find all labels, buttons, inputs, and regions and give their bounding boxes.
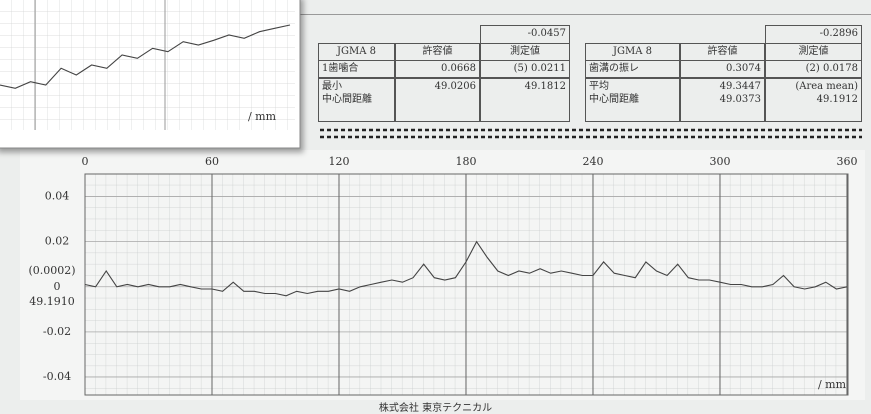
annotation: (0.0002): [28, 264, 75, 277]
inset-grid: [0, 0, 295, 130]
table-cell: 49.3447 49.0373: [680, 78, 765, 122]
cell-text: 49.0206: [434, 81, 476, 92]
table-cell: -0.0457: [480, 25, 570, 44]
x-tick-label: 120: [329, 155, 350, 168]
cell-text: 中心間距離: [322, 94, 372, 105]
cell-text: -0.0457: [527, 28, 566, 39]
table-cell: 0.0668: [395, 60, 480, 78]
cell-text: 49.0373: [719, 94, 761, 105]
cell-text: 1歯噛合: [322, 63, 359, 74]
cell-text: (Area mean): [795, 81, 858, 92]
cell-text: 0.0668: [441, 63, 476, 74]
main-chart: 0.04 0.02 0 -0.02 -0.04 0 60 120 180 240 300 360 (0.…: [28, 155, 858, 395]
table-cell: 平均 中心間距離: [585, 78, 680, 122]
table-cell: 許容値: [395, 43, 480, 61]
x-tick-label: 360: [837, 155, 858, 168]
cell-text: -0.2896: [819, 28, 858, 39]
table-cell: -0.2896: [765, 25, 862, 44]
cell-text: (2) 0.0178: [805, 63, 858, 74]
table-cell: 49.0206: [395, 78, 480, 122]
y-tick-label: -0.02: [43, 325, 71, 338]
annotation: 49.1910: [29, 295, 75, 308]
table-cell: 測定値: [480, 43, 570, 61]
y-tick-label: 0.04: [45, 190, 70, 203]
cell-text: JGMA 8: [337, 46, 376, 57]
table-cell: (Area mean) 49.1912: [765, 78, 862, 122]
cell-text: 49.1812: [524, 81, 566, 92]
cell-text: 49.3447: [719, 81, 761, 92]
cell-text: 許容値: [422, 46, 453, 57]
unit-label: / mm: [818, 378, 847, 391]
y-tick-label: -0.04: [43, 370, 71, 383]
table-cell: JGMA 8: [585, 43, 680, 61]
table-cell: 最小 中心間距離: [318, 78, 395, 122]
cell-text: 測定値: [798, 46, 829, 57]
table-cell: 0.3074: [680, 60, 765, 78]
y-tick-label: 0: [54, 280, 61, 293]
page-rule: [0, 14, 871, 15]
cell-text: 中心間距離: [589, 94, 639, 105]
cell-text: 49.1912: [816, 94, 858, 105]
table-cell: 測定値: [765, 43, 862, 61]
unit-label: / mm: [248, 110, 277, 123]
table-cell: 歯溝の振レ: [585, 60, 680, 78]
x-tick-label: 240: [583, 155, 604, 168]
cell-text: 測定値: [510, 46, 540, 57]
cell-text: JGMA 8: [613, 46, 652, 57]
table-cell: 許容値: [680, 43, 765, 61]
footer: 株式会社 東京テクニカル: [378, 403, 493, 414]
cell-text: 許容値: [707, 46, 738, 57]
table-cell: (5) 0.0211: [480, 60, 570, 78]
cell-text: 最小: [322, 81, 342, 92]
cell-text: 歯溝の振レ: [589, 63, 639, 74]
cell-text: 0.3074: [726, 63, 761, 74]
cell-text: 平均: [589, 81, 609, 92]
x-tick-label: 0: [82, 155, 89, 168]
x-tick-label: 60: [205, 155, 219, 168]
table-cell: (2) 0.0178: [765, 60, 862, 78]
x-tick-label: 300: [710, 155, 731, 168]
cell-text: (5) 0.0211: [513, 63, 566, 74]
inset-chart: / mm: [0, 0, 301, 149]
y-tick-label: 0.02: [45, 235, 70, 248]
table-cell: 49.1812: [480, 78, 570, 122]
table-cell: 1歯噛合: [318, 60, 395, 78]
table-cell: JGMA 8: [318, 43, 395, 61]
data-line: [84, 240, 848, 297]
data-line: [0, 24, 291, 89]
x-tick-label: 180: [456, 155, 477, 168]
